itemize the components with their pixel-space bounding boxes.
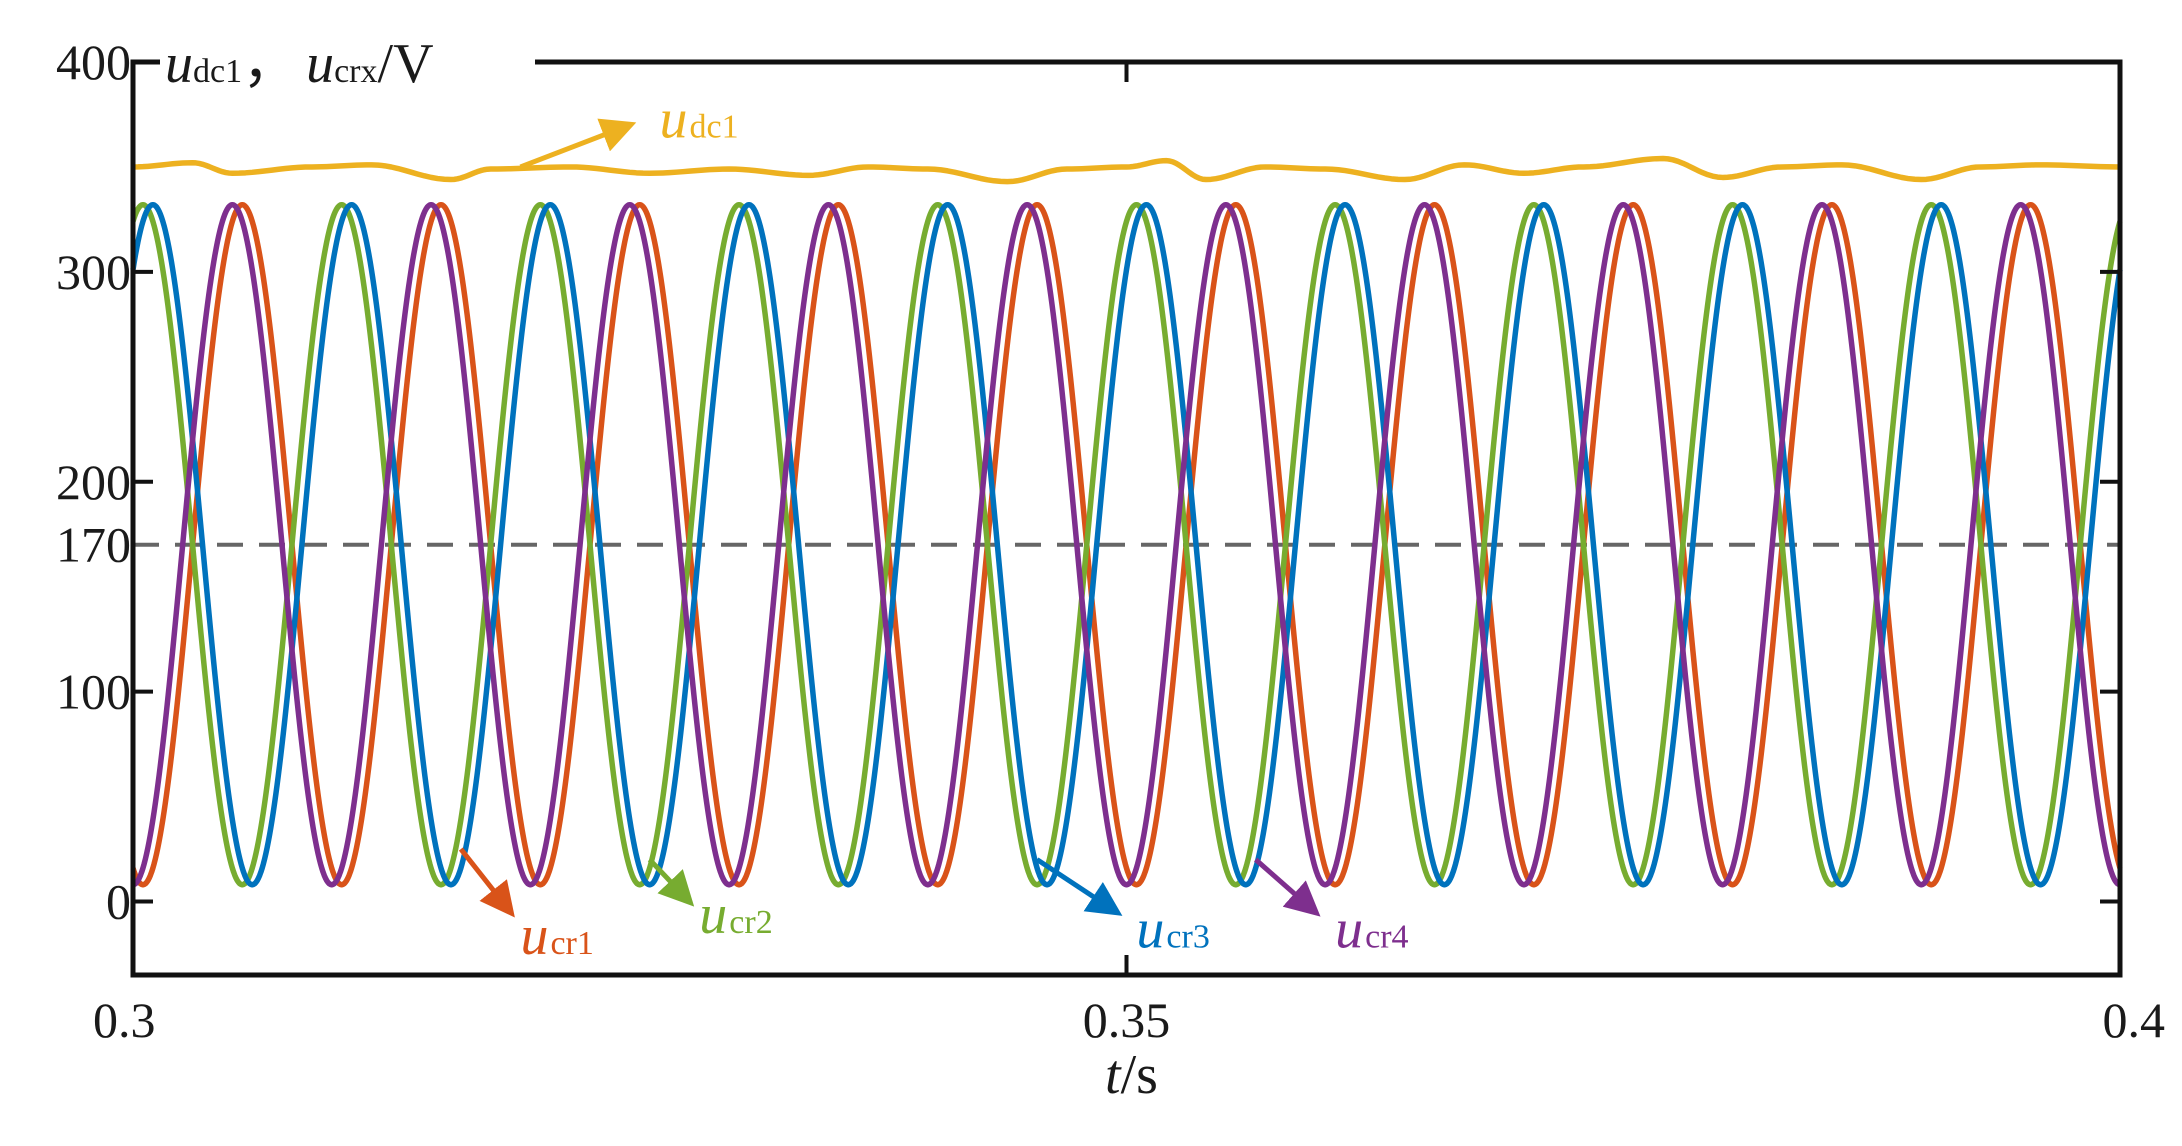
annotation-arrow-cr1 (458, 847, 515, 918)
reference-line-label: 170 (56, 517, 131, 573)
y-axis-title-bg (160, 36, 535, 92)
annotation-label-cr1: ucr1 (520, 905, 593, 967)
series-u-cr4-line (131, 201, 2122, 888)
series-layer (130, 155, 2123, 888)
x-tick-label: 0.35 (1083, 992, 1171, 1048)
x-tick-label: 0.3 (93, 992, 156, 1048)
y-tick-label: 100 (56, 664, 131, 720)
annotation-arrow-cr3 (1035, 857, 1123, 916)
y-tick-label: 0 (106, 874, 131, 930)
annotation-label-cr2: ucr2 (699, 884, 772, 946)
series-u-cr2-line (130, 201, 2123, 888)
series-u-dc1-line (132, 155, 2121, 185)
annotation-label-dc1: udc1 (660, 89, 739, 151)
ticks-layer: 0.3 0.35 0.4 0 100 200 300 400 (56, 34, 2165, 1048)
series-u-cr1-line (130, 201, 2123, 888)
y-tick-label: 400 (56, 34, 131, 90)
annotation-arrow-cr2 (647, 857, 695, 907)
annotation-label-cr4: ucr4 (1335, 899, 1408, 961)
annotation-arrow-cr4 (1254, 857, 1321, 917)
x-tick-label: 0.4 (2103, 992, 2166, 1048)
annotation-label-cr3: ucr3 (1136, 899, 1209, 961)
y-axis-title: udc1， ucrx/V (165, 33, 434, 95)
plot-frame (130, 59, 2123, 978)
x-axis-title: t/s (1105, 1044, 1158, 1106)
y-tick-label: 300 (56, 244, 131, 300)
annotation-arrow-dc1 (519, 118, 637, 170)
y-tick-label: 200 (56, 454, 131, 510)
annotation-layer: udc1 ucr1 ucr2 ucr3 ucr4 (458, 89, 1409, 967)
